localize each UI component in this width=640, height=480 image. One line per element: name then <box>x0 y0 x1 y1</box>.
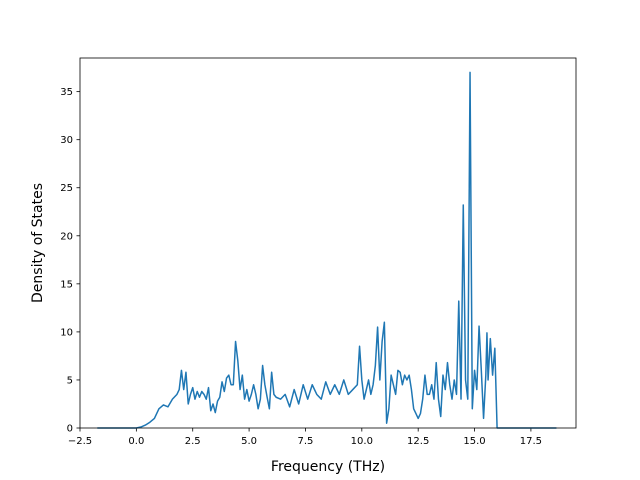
y-tick-label: 5 <box>67 375 73 386</box>
series-line <box>97 71 557 429</box>
x-tick-label: 17.5 <box>520 436 542 447</box>
x-tick-label: 12.5 <box>407 436 429 447</box>
plot-frame <box>79 57 577 429</box>
x-axis: −2.5 0.0 2.5 5.0 7.5 10.0 12.5 15.0 17.5 <box>68 428 542 447</box>
y-axis-label: Density of States <box>30 183 46 303</box>
y-tick-label: 25 <box>60 183 73 194</box>
x-axis-label: Frequency (THz) <box>271 459 385 475</box>
x-tick-label: −2.5 <box>68 436 92 447</box>
y-axis: 0 5 10 15 20 25 30 35 <box>60 87 80 435</box>
x-tick-label: 15.0 <box>463 436 485 447</box>
y-tick-label: 10 <box>60 327 73 338</box>
y-tick-label: 0 <box>67 424 73 435</box>
x-tick-label: 2.5 <box>185 436 201 447</box>
x-tick-label: 7.5 <box>298 436 314 447</box>
y-tick-label: 15 <box>60 279 73 290</box>
x-tick-label: 5.0 <box>241 436 257 447</box>
x-tick-label: 10.0 <box>351 436 373 447</box>
y-tick-label: 20 <box>60 231 73 242</box>
y-tick-label: 30 <box>60 135 73 146</box>
x-tick-label: 0.0 <box>128 436 144 447</box>
y-tick-label: 35 <box>60 87 73 98</box>
